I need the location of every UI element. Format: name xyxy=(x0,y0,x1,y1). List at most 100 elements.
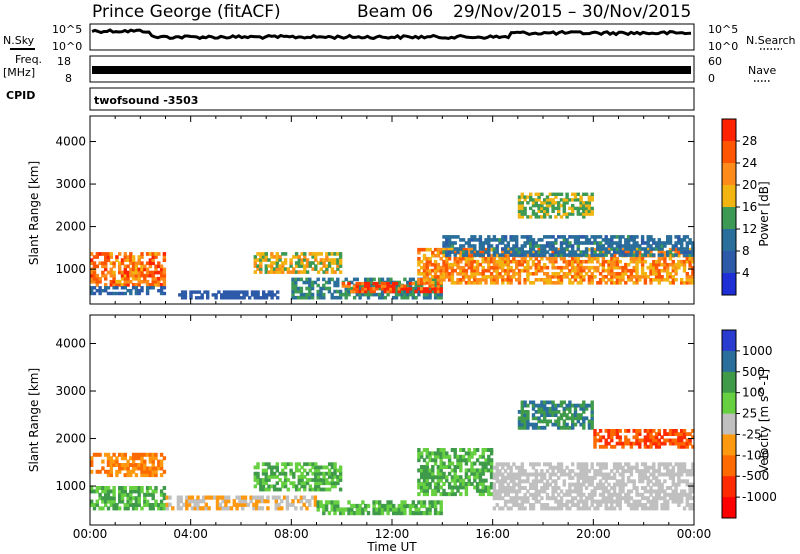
heatmap-cell xyxy=(545,235,550,239)
heatmap-cell xyxy=(680,241,684,245)
heatmap-cell xyxy=(433,451,438,456)
heatmap-cell xyxy=(503,503,508,507)
heatmap-cell xyxy=(314,462,318,467)
heatmap-cell xyxy=(118,279,122,284)
heatmap-cell xyxy=(596,506,600,511)
heatmap-cell xyxy=(442,241,446,245)
heatmap-cell xyxy=(140,273,144,278)
freq-nave-trace xyxy=(92,66,691,74)
heatmap-cell xyxy=(436,468,441,473)
heatmap-cell xyxy=(154,270,158,275)
heatmap-cell xyxy=(688,472,692,477)
heatmap-cell xyxy=(299,295,304,300)
heatmap-cell xyxy=(453,262,457,267)
heatmap-cell xyxy=(299,499,304,504)
heatmap-cell xyxy=(584,247,589,251)
heatmap-cell xyxy=(267,290,271,294)
heatmap-cell xyxy=(436,475,441,480)
heatmap-cell xyxy=(478,247,483,251)
heatmap-cell xyxy=(277,506,281,511)
heatmap-cell xyxy=(126,258,130,262)
heatmap-cell xyxy=(573,275,578,279)
heatmap-cell xyxy=(281,462,285,467)
heatmap-cell xyxy=(621,472,625,477)
heatmap-cell xyxy=(562,206,566,211)
heatmap-cell xyxy=(442,235,446,239)
heatmap-cell xyxy=(140,459,144,464)
heatmap-cell xyxy=(506,482,510,487)
heatmap-cell xyxy=(691,444,695,449)
heatmap-cell xyxy=(450,488,455,493)
heatmap-cell xyxy=(520,465,524,470)
heatmap-cell xyxy=(300,481,304,486)
heatmap-cell xyxy=(571,469,575,474)
x-tick-label: 20:00 xyxy=(576,527,611,541)
heatmap-cell xyxy=(557,499,561,504)
heatmap-cell xyxy=(540,403,544,408)
heatmap-cell xyxy=(579,465,583,470)
heatmap-cell xyxy=(554,256,558,261)
heatmap-cell xyxy=(206,290,210,294)
heatmap-cell xyxy=(129,273,133,278)
heatmap-cell xyxy=(680,492,684,497)
heatmap-cell xyxy=(308,468,312,473)
heatmap-cell xyxy=(529,281,533,285)
heatmap-cell xyxy=(584,406,589,411)
heatmap-cell xyxy=(355,507,359,512)
heatmap-cell xyxy=(253,484,257,489)
heatmap-cell xyxy=(151,466,155,471)
heatmap-cell xyxy=(517,247,522,251)
heatmap-cell xyxy=(484,278,488,282)
heatmap-cell xyxy=(506,492,510,497)
heatmap-cell xyxy=(459,281,463,285)
heatmap-cell xyxy=(95,452,99,457)
heatmap-cell xyxy=(680,250,684,254)
heatmap-cell xyxy=(101,264,105,269)
heatmap-cell xyxy=(598,435,603,440)
heatmap-cell xyxy=(322,487,326,492)
heatmap-cell xyxy=(624,250,628,255)
heatmap-cell xyxy=(621,444,625,449)
heatmap-cell xyxy=(671,469,675,474)
heatmap-cell xyxy=(615,492,620,497)
heatmap-cell xyxy=(677,265,681,270)
heatmap-cell xyxy=(674,496,678,501)
heatmap-cell xyxy=(417,268,421,273)
heatmap-cell xyxy=(473,272,477,276)
heatmap-cell xyxy=(417,448,421,452)
heatmap-cell xyxy=(302,292,306,297)
heatmap-cell xyxy=(548,256,552,261)
heatmap-cell xyxy=(151,252,155,256)
heatmap-cell xyxy=(640,241,645,245)
heatmap-cell xyxy=(361,500,365,505)
heatmap-cell xyxy=(243,499,248,504)
heatmap-cell xyxy=(512,475,516,480)
heatmap-cell xyxy=(311,255,315,259)
heatmap-cell xyxy=(180,290,185,294)
heatmap-cell xyxy=(654,272,659,276)
heatmap-cell xyxy=(461,238,466,242)
heatmap-cell xyxy=(414,283,418,288)
heatmap-cell xyxy=(442,250,446,254)
heatmap-cell xyxy=(654,444,659,449)
heatmap-cell xyxy=(576,256,580,261)
heatmap-cell xyxy=(157,506,161,511)
heatmap-cell xyxy=(98,286,102,290)
heatmap-cell xyxy=(590,410,594,414)
heatmap-cell xyxy=(674,492,678,497)
heatmap-cell xyxy=(336,500,340,505)
heatmap-cell xyxy=(503,486,508,490)
heatmap-cell xyxy=(652,499,656,504)
heatmap-cell xyxy=(624,441,628,446)
heatmap-cell xyxy=(417,482,421,486)
heatmap-cell xyxy=(109,463,113,467)
heatmap-cell xyxy=(470,250,474,254)
heatmap-cell xyxy=(422,275,427,279)
heatmap-cell xyxy=(131,469,136,474)
heatmap-cell xyxy=(562,212,566,216)
heatmap-cell xyxy=(185,499,189,504)
heatmap-cell xyxy=(145,279,150,284)
heatmap-cell xyxy=(489,253,494,258)
heatmap-cell xyxy=(129,252,133,256)
